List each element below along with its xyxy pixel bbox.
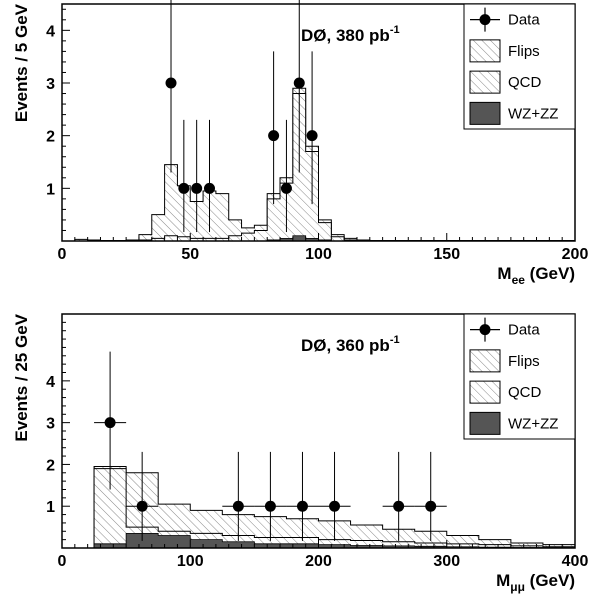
x-axis-title-unit: (GeV) <box>525 264 575 283</box>
x-axis-title-var: M <box>496 571 510 590</box>
data-point <box>293 77 305 89</box>
luminosity-text: DØ, 360 pb <box>301 336 390 355</box>
legend-label: QCD <box>508 74 542 91</box>
x-tick-label: 100 <box>305 246 332 263</box>
x-axis-title-unit: (GeV) <box>525 571 575 590</box>
y-axis-title: Events / 25 GeV <box>12 313 31 441</box>
x-axis-title-var: M <box>497 264 511 283</box>
data-point <box>306 130 318 142</box>
top-panel-ee: 0 50 100 150 200 1 2 3 4 Events / 5 GeV Mee (GeV) D… <box>12 0 588 287</box>
data-point <box>165 77 177 89</box>
x-tick-label: 400 <box>562 553 589 570</box>
legend-swatch-qcd <box>469 70 501 94</box>
data-point <box>425 500 437 512</box>
legend-data-marker <box>479 14 491 26</box>
data-point <box>191 182 203 194</box>
x-axis-title: Mμμ (GeV) <box>496 571 575 594</box>
x-axis-title-sub: ee <box>512 273 526 287</box>
legend-label: Data <box>508 12 540 29</box>
data-point <box>329 500 341 512</box>
luminosity-text: DØ, 380 pb <box>301 26 390 45</box>
x-axis-title-sub: μμ <box>510 580 525 594</box>
x-tick-label: 100 <box>177 553 204 570</box>
data-point <box>203 182 215 194</box>
data-point <box>104 417 116 429</box>
data-point <box>178 182 190 194</box>
y-tick-label: 3 <box>46 76 55 93</box>
x-tick-label: 300 <box>433 553 460 570</box>
x-tick-label: 200 <box>305 553 332 570</box>
data-point <box>136 500 148 512</box>
data-point <box>296 500 308 512</box>
y-tick-label: 1 <box>46 181 55 198</box>
legend-label: Flips <box>508 353 540 370</box>
x-tick-label: 200 <box>562 246 589 263</box>
legend-swatch-flips <box>469 39 501 63</box>
legend-label: WZ+ZZ <box>508 415 558 432</box>
y-tick-label: 3 <box>46 416 55 433</box>
legend-swatch-wzzz <box>469 411 501 435</box>
y-axis-title: Events / 5 GeV <box>12 3 31 122</box>
legend-swatch-qcd <box>469 380 501 404</box>
x-tick-label: 0 <box>58 553 67 570</box>
y-tick-label: 1 <box>46 499 55 516</box>
legend-label: Data <box>508 322 540 339</box>
legend-data-marker <box>479 324 491 336</box>
data-point <box>232 500 244 512</box>
legend-label: Flips <box>508 43 540 60</box>
x-tick-label: 50 <box>181 246 199 263</box>
luminosity-sup: -1 <box>390 24 400 36</box>
data-point <box>264 500 276 512</box>
legend-swatch-flips <box>469 349 501 373</box>
y-tick-label: 4 <box>46 23 55 40</box>
luminosity-annotation: DØ, 360 pb-1 <box>301 334 400 355</box>
data-point <box>280 182 292 194</box>
data-point <box>393 500 405 512</box>
luminosity-sup: -1 <box>390 334 400 346</box>
data-point <box>268 130 280 142</box>
y-tick-label: 2 <box>46 129 55 146</box>
bottom-panel-mumu: 0 100 200 300 400 1 2 3 4 Events / 25 GeV Mμμ (GeV… <box>12 313 588 594</box>
legend-swatch-wzzz <box>469 101 501 125</box>
luminosity-annotation: DØ, 380 pb-1 <box>301 24 400 45</box>
legend-label: WZ+ZZ <box>508 105 558 122</box>
legend-label: QCD <box>508 384 542 401</box>
x-axis-title: Mee (GeV) <box>497 264 575 287</box>
x-tick-label: 150 <box>433 246 460 263</box>
y-tick-label: 2 <box>46 457 55 474</box>
y-tick-label: 4 <box>46 374 55 391</box>
x-tick-label: 0 <box>58 246 67 263</box>
